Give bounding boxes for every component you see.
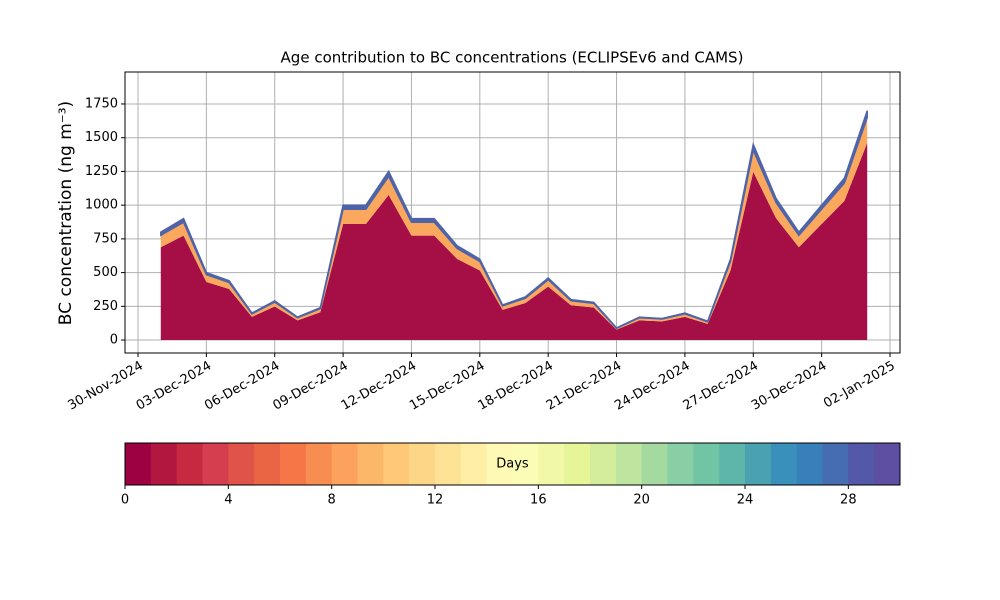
colorbar-tick-label: 0 <box>121 493 129 508</box>
x-tick-label: 24-Dec-2024 <box>612 359 692 414</box>
colorbar-swatch <box>796 443 823 485</box>
colorbar-swatch <box>202 443 229 485</box>
colorbar-swatch <box>770 443 798 485</box>
x-tick-label: 12-Dec-2024 <box>339 359 419 414</box>
colorbar-swatch <box>564 443 591 485</box>
colorbar-label: Days <box>496 457 529 472</box>
chart-title: Age contribution to BC concentrations (E… <box>281 49 744 67</box>
area <box>160 142 868 341</box>
x-tick-label: 18-Dec-2024 <box>476 359 556 414</box>
x-tick-label: 30-Dec-2024 <box>749 359 829 414</box>
colorbar-tick-label: 20 <box>633 493 650 508</box>
x-tick-label: 21-Dec-2024 <box>544 359 624 414</box>
y-tick-label: 1750 <box>85 96 118 111</box>
colorbar-swatch <box>280 443 307 485</box>
colorbar-frame <box>124 442 901 486</box>
x-tick-label: 30-Nov-2024 <box>65 359 145 414</box>
colorbar-swatch <box>460 443 488 485</box>
x-tick-label: 15-Dec-2024 <box>407 359 487 414</box>
colorbar-tick-label: 28 <box>840 493 857 508</box>
y-tick-label: 750 <box>93 231 118 246</box>
y-tick-label: 0 <box>110 333 118 348</box>
x-tick-label: 03-Dec-2024 <box>134 359 214 414</box>
colorbar-tick-label: 8 <box>328 493 336 508</box>
colorbar-swatch <box>305 443 333 485</box>
colorbar-swatch <box>848 443 875 485</box>
colorbar-swatch <box>254 443 281 485</box>
colorbar-tick-label: 4 <box>224 493 232 508</box>
colorbar-swatch <box>150 443 178 485</box>
colorbar-swatch <box>331 443 358 485</box>
y-tick-label: 500 <box>93 265 118 280</box>
colorbar-swatch <box>125 443 152 485</box>
colorbar-swatch <box>435 443 462 485</box>
colorbar-swatch <box>874 443 901 485</box>
y-tick-label: 1500 <box>85 130 118 145</box>
colorbar-swatch <box>409 443 436 485</box>
x-tick-label: 09-Dec-2024 <box>270 359 350 414</box>
colorbar-swatch <box>719 443 746 485</box>
colorbar-swatch <box>228 443 255 485</box>
colorbar-swatch <box>822 443 849 485</box>
colorbar-swatch <box>590 443 617 485</box>
colorbar-swatch <box>693 443 720 485</box>
y-tick-label: 1250 <box>85 164 118 179</box>
colorbar-swatch <box>176 443 203 485</box>
x-tick-label: 02-Jan-2025 <box>821 359 898 412</box>
colorbar-swatch <box>667 443 694 485</box>
colorbar-tick-label: 16 <box>530 493 547 508</box>
colorbar-tick-label: 12 <box>427 493 444 508</box>
x-tick-label: 27-Dec-2024 <box>681 359 761 414</box>
y-tick-label: 250 <box>93 299 118 314</box>
y-tick-label: 1000 <box>85 198 118 213</box>
colorbar-swatch <box>641 443 668 485</box>
colorbar-swatch <box>383 443 410 485</box>
colorbar-swatch <box>745 443 772 485</box>
colorbar-swatch <box>357 443 384 485</box>
colorbar-tick-label: 24 <box>737 493 754 508</box>
y-axis-label: BC concentration (ng m⁻³) <box>56 101 76 325</box>
plot-frame <box>124 71 901 354</box>
colorbar-swatch <box>486 443 513 485</box>
colorbar-swatch <box>615 443 643 485</box>
x-tick-label: 06-Dec-2024 <box>202 359 282 414</box>
colorbar-swatch <box>538 443 565 485</box>
colorbar-swatch <box>512 443 539 485</box>
area <box>160 110 868 330</box>
